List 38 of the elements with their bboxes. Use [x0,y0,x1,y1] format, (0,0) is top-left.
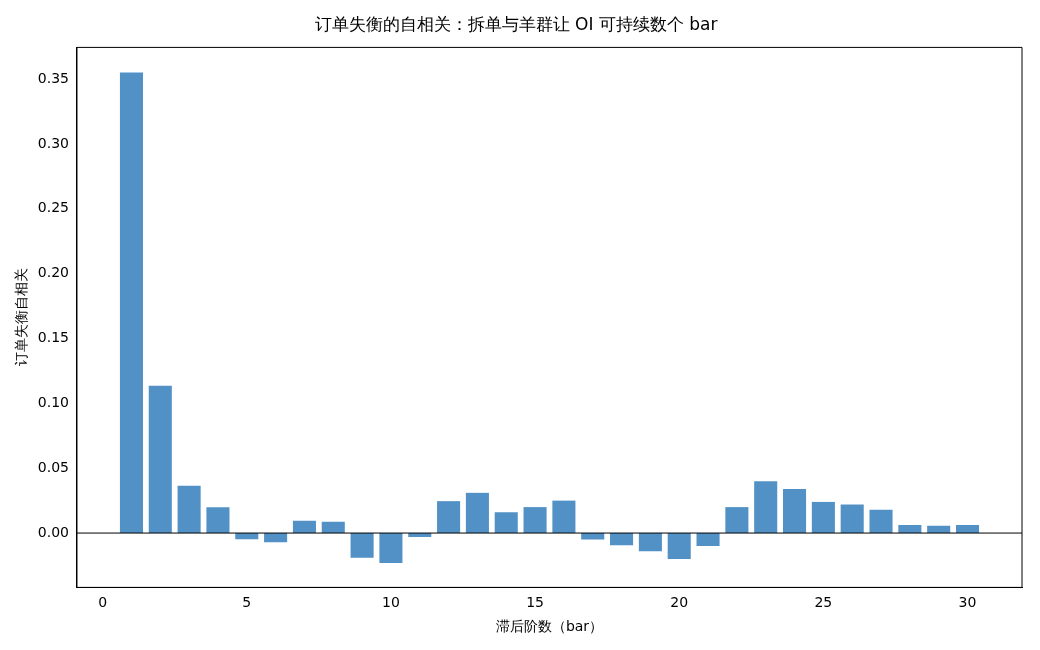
bar [350,533,374,558]
bar [206,507,230,534]
bar [552,500,576,534]
bar [725,507,749,534]
bar [783,488,807,534]
bar [840,504,864,534]
x-tick-label: 0 [98,594,108,611]
y-tick-label: 0.35 [37,69,69,86]
y-tick-label: 0.05 [37,458,69,475]
bar [638,533,662,552]
y-tick-label: 0.20 [37,264,69,281]
chart-title: 订单失衡的自相关：拆单与羊群让 OI 可持续数个 bar [314,13,718,34]
y-tick-label: 0.10 [37,393,69,410]
y-axis-title: 订单失衡自相关 [13,268,30,367]
y-tick-label: 0.15 [37,329,69,346]
x-tick-label: 10 [382,594,400,611]
bar [119,72,143,534]
bar [465,492,489,534]
x-tick-label: 5 [242,594,252,611]
bar [437,501,461,534]
bar [494,512,518,534]
y-tick-label: 0.25 [37,199,69,216]
x-tick-label: 25 [814,594,833,611]
x-tick-label: 15 [526,594,544,611]
bar [379,533,403,563]
x-axis-title: 滞后阶数（bar） [495,618,604,635]
bar [811,501,835,534]
x-tick-label: 30 [958,594,977,611]
bar [667,533,691,559]
bar [696,533,720,547]
bar [754,481,778,534]
bar [177,485,201,534]
y-tick-label: 0.00 [37,523,69,540]
bar [523,507,547,534]
bar [148,385,172,534]
y-tick-label: 0.30 [37,134,69,151]
x-tick-label: 20 [670,594,689,611]
bar [869,509,893,534]
